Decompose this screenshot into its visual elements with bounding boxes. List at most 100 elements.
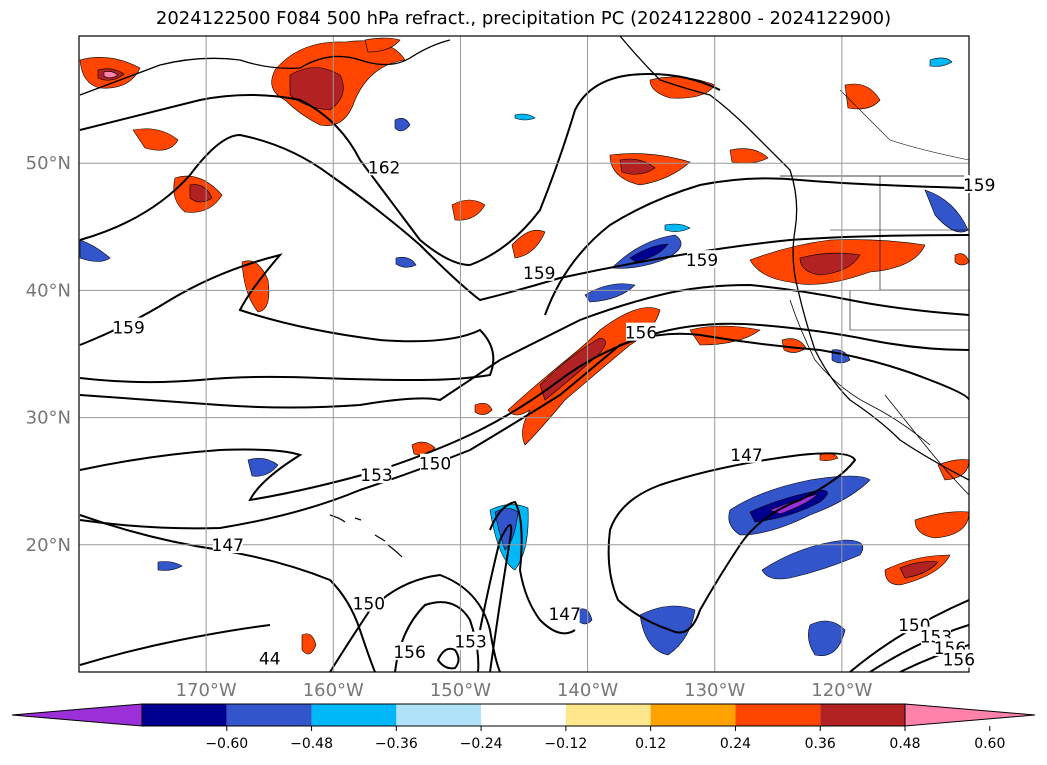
lon-tick-label: 160°W [303, 680, 364, 701]
contour-label-bg [964, 175, 995, 194]
precip-blob [639, 605, 696, 656]
contour-label: 150 [353, 595, 385, 615]
contour-label: 156 [393, 643, 425, 663]
contour-label-bg [254, 648, 285, 667]
precip-blob [514, 113, 536, 121]
contour-label-bg [394, 641, 425, 660]
contour-label: 162 [368, 158, 400, 178]
lon-tick-label: 120°W [811, 680, 872, 701]
colorbar-segment [226, 704, 312, 726]
contour-label: 153 [360, 466, 392, 486]
contour-147b [607, 452, 857, 634]
contour-label: 159 [112, 319, 144, 339]
lon-tick-label: 170°W [176, 680, 237, 701]
grid-lines [79, 36, 969, 672]
contour-label: 147 [730, 446, 762, 466]
precip-blob [629, 243, 669, 263]
province-border [839, 89, 969, 161]
contour-label-bg [943, 649, 974, 668]
lon-tick-label: 140°W [557, 680, 618, 701]
contour-label: 153 [454, 633, 486, 653]
contour-162 [79, 73, 721, 267]
colorbar-segment [820, 704, 905, 726]
precip-blob [247, 458, 279, 477]
contour-144 [79, 624, 271, 666]
precip-blob [799, 252, 861, 276]
precip-blob [577, 608, 593, 625]
page-title: 2024122500 F084 500 hPa refract., precip… [155, 8, 892, 29]
lat-tick-label: 40°N [26, 280, 71, 301]
contour-150b [329, 573, 501, 672]
colorbar-segment [481, 704, 566, 726]
colorbar: −0.60 −0.48 −0.36 −0.24 −0.12 0.12 0.24 0.36 0.4… [11, 703, 1036, 752]
precip-blob [761, 539, 864, 580]
contour-label: 147 [548, 605, 580, 625]
contour-label-bg [625, 322, 656, 341]
colorbar-segment [142, 704, 227, 726]
precip-blob [929, 57, 953, 67]
state-border [849, 290, 969, 331]
colorbar-tick-label: −0.24 [460, 736, 503, 752]
contour-label-bg [212, 535, 243, 554]
precip-blob [132, 128, 179, 151]
precip-blob [539, 337, 606, 401]
colorbar-tick-label: 0.24 [720, 736, 751, 752]
colorbar-segment [735, 704, 821, 726]
precip-blob [899, 561, 939, 579]
hawaii-islands [329, 514, 403, 558]
colorbar-tick-label: 0.48 [889, 736, 920, 752]
contour-label: 44 [259, 649, 281, 669]
precip-blob [914, 511, 969, 539]
contour-153c [869, 624, 969, 672]
contour-147d [489, 500, 576, 635]
precip-blob [395, 257, 417, 268]
precip-blob [511, 229, 546, 259]
contour-156 [79, 283, 969, 409]
colorbar-segment [650, 704, 736, 726]
alaska-coastline [79, 39, 451, 96]
lat-tick-label: 50°N [26, 153, 71, 174]
precip-blob [474, 403, 493, 415]
colorbar-extend-max [904, 703, 1036, 727]
contour-label: 159 [523, 264, 555, 284]
contour-label: 156 [625, 324, 657, 344]
precip-blob [394, 118, 411, 132]
contour-label-bg [113, 317, 144, 336]
colorbar-segment [396, 704, 482, 726]
longitude-labels: 170°W 160°W 150°W 140°W 130°W 120°W [176, 680, 873, 701]
precip-blob [289, 67, 344, 111]
contour-label-bg [549, 603, 580, 622]
contour-147c [479, 524, 513, 672]
contour-147a [79, 514, 376, 672]
colorbar-tick-label: 0.12 [635, 736, 666, 752]
colorbar-tick-label: −0.12 [544, 736, 587, 752]
contour-label: 156 [943, 651, 975, 671]
contour-label-bg [731, 444, 762, 463]
precip-blob [584, 283, 636, 303]
colorbar-extend-min [11, 703, 143, 727]
contour-159a [79, 133, 969, 302]
precip-blob [301, 633, 317, 655]
colorbar-tick-label: 0.60 [974, 736, 1005, 752]
contour-150 [79, 332, 969, 530]
precip-blob [364, 37, 401, 53]
contour-label-bg [687, 250, 717, 269]
contour-label-group: 162 159 159 159 156 153 150 147 147 150 147 156 153 4… [112, 157, 995, 671]
contour-159b [79, 253, 495, 384]
colorbar-tick-label: 0.36 [805, 736, 836, 752]
precip-blob [844, 83, 881, 110]
gulf-california-coast [884, 394, 969, 496]
contour-label: 159 [963, 176, 995, 196]
precip-blob [79, 239, 111, 262]
colorbar-tick-label: −0.48 [290, 736, 333, 752]
lat-tick-label: 30°N [26, 408, 71, 429]
lon-tick-label: 150°W [430, 680, 491, 701]
colorbar-segment [565, 704, 651, 726]
contour-label-bg [455, 631, 486, 650]
contour-label-bg [353, 593, 384, 612]
colorbar-segment [311, 704, 397, 726]
contour-label-bg [361, 465, 392, 484]
contour-label: 150 [419, 455, 451, 475]
contour-156b [436, 647, 460, 670]
